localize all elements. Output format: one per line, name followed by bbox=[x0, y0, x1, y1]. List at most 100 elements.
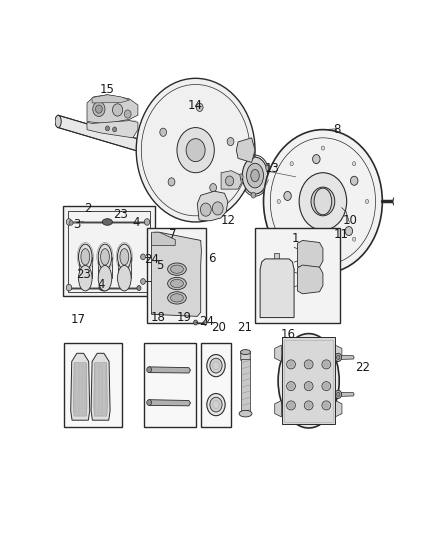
Polygon shape bbox=[237, 138, 255, 163]
Ellipse shape bbox=[210, 358, 222, 373]
Polygon shape bbox=[58, 115, 224, 177]
Text: 11: 11 bbox=[334, 228, 349, 241]
Polygon shape bbox=[91, 353, 110, 420]
Ellipse shape bbox=[286, 382, 295, 391]
Ellipse shape bbox=[101, 248, 110, 265]
Polygon shape bbox=[335, 400, 342, 417]
Polygon shape bbox=[255, 228, 340, 324]
Polygon shape bbox=[63, 206, 155, 296]
Circle shape bbox=[177, 127, 214, 173]
Ellipse shape bbox=[286, 360, 295, 369]
Polygon shape bbox=[297, 265, 323, 294]
Text: 10: 10 bbox=[343, 214, 357, 227]
Polygon shape bbox=[274, 253, 279, 259]
Polygon shape bbox=[87, 95, 138, 124]
Circle shape bbox=[168, 178, 175, 186]
Polygon shape bbox=[241, 359, 250, 415]
Ellipse shape bbox=[117, 244, 131, 270]
Ellipse shape bbox=[288, 383, 294, 389]
Ellipse shape bbox=[147, 118, 159, 135]
Circle shape bbox=[141, 279, 145, 284]
Ellipse shape bbox=[304, 382, 313, 391]
Circle shape bbox=[353, 237, 356, 241]
Polygon shape bbox=[92, 95, 130, 103]
Ellipse shape bbox=[168, 292, 186, 304]
Ellipse shape bbox=[286, 401, 295, 410]
Ellipse shape bbox=[306, 361, 311, 367]
Circle shape bbox=[395, 199, 400, 204]
Polygon shape bbox=[74, 363, 87, 416]
Ellipse shape bbox=[306, 402, 311, 408]
Text: 2: 2 bbox=[84, 202, 92, 215]
Ellipse shape bbox=[207, 354, 225, 377]
Text: 4: 4 bbox=[98, 278, 106, 291]
Text: 1: 1 bbox=[292, 232, 300, 245]
Ellipse shape bbox=[55, 115, 61, 127]
Polygon shape bbox=[339, 356, 354, 359]
Circle shape bbox=[290, 237, 293, 241]
Circle shape bbox=[136, 78, 255, 222]
Polygon shape bbox=[87, 120, 138, 138]
Polygon shape bbox=[197, 191, 228, 221]
Circle shape bbox=[141, 254, 145, 260]
Circle shape bbox=[277, 199, 280, 204]
Polygon shape bbox=[275, 345, 282, 361]
Circle shape bbox=[106, 126, 110, 131]
Circle shape bbox=[266, 165, 271, 171]
Polygon shape bbox=[149, 367, 191, 373]
Circle shape bbox=[186, 139, 205, 161]
Circle shape bbox=[238, 174, 243, 180]
Ellipse shape bbox=[207, 393, 225, 416]
Circle shape bbox=[165, 234, 167, 237]
Bar bbox=[201, 343, 231, 427]
Ellipse shape bbox=[324, 402, 329, 408]
Circle shape bbox=[196, 103, 203, 111]
Circle shape bbox=[165, 231, 170, 238]
Circle shape bbox=[353, 161, 356, 166]
Circle shape bbox=[145, 219, 150, 225]
Circle shape bbox=[393, 196, 403, 207]
Circle shape bbox=[304, 236, 311, 245]
Polygon shape bbox=[260, 259, 294, 318]
Ellipse shape bbox=[120, 248, 129, 265]
Text: 16: 16 bbox=[281, 328, 296, 341]
Text: 15: 15 bbox=[100, 83, 115, 96]
Circle shape bbox=[336, 356, 340, 359]
Ellipse shape bbox=[239, 410, 252, 417]
Circle shape bbox=[284, 191, 291, 200]
Ellipse shape bbox=[306, 383, 311, 389]
Text: 22: 22 bbox=[356, 361, 371, 374]
Circle shape bbox=[321, 146, 325, 150]
Text: 13: 13 bbox=[265, 162, 279, 175]
Polygon shape bbox=[221, 171, 241, 189]
Circle shape bbox=[321, 253, 325, 257]
Text: 5: 5 bbox=[156, 260, 164, 272]
Ellipse shape bbox=[304, 360, 313, 369]
Text: 4: 4 bbox=[132, 216, 140, 229]
Circle shape bbox=[313, 155, 320, 164]
Text: 24: 24 bbox=[144, 253, 159, 266]
Circle shape bbox=[204, 322, 207, 325]
Ellipse shape bbox=[251, 169, 259, 182]
Circle shape bbox=[227, 138, 234, 146]
Bar bbox=[282, 337, 335, 424]
Circle shape bbox=[365, 199, 369, 204]
Ellipse shape bbox=[170, 279, 184, 288]
Circle shape bbox=[147, 400, 152, 406]
Circle shape bbox=[335, 390, 342, 399]
Ellipse shape bbox=[304, 401, 313, 410]
Ellipse shape bbox=[210, 397, 222, 412]
Circle shape bbox=[350, 176, 358, 185]
Text: 3: 3 bbox=[73, 219, 81, 231]
Bar bbox=[144, 343, 196, 427]
Polygon shape bbox=[71, 353, 90, 420]
Ellipse shape bbox=[288, 402, 294, 408]
Polygon shape bbox=[335, 345, 342, 361]
Circle shape bbox=[345, 227, 353, 236]
Polygon shape bbox=[94, 363, 107, 416]
Text: 24: 24 bbox=[199, 315, 214, 328]
Ellipse shape bbox=[322, 401, 331, 410]
Circle shape bbox=[226, 176, 233, 186]
Text: 23: 23 bbox=[76, 268, 91, 281]
Ellipse shape bbox=[398, 209, 403, 218]
